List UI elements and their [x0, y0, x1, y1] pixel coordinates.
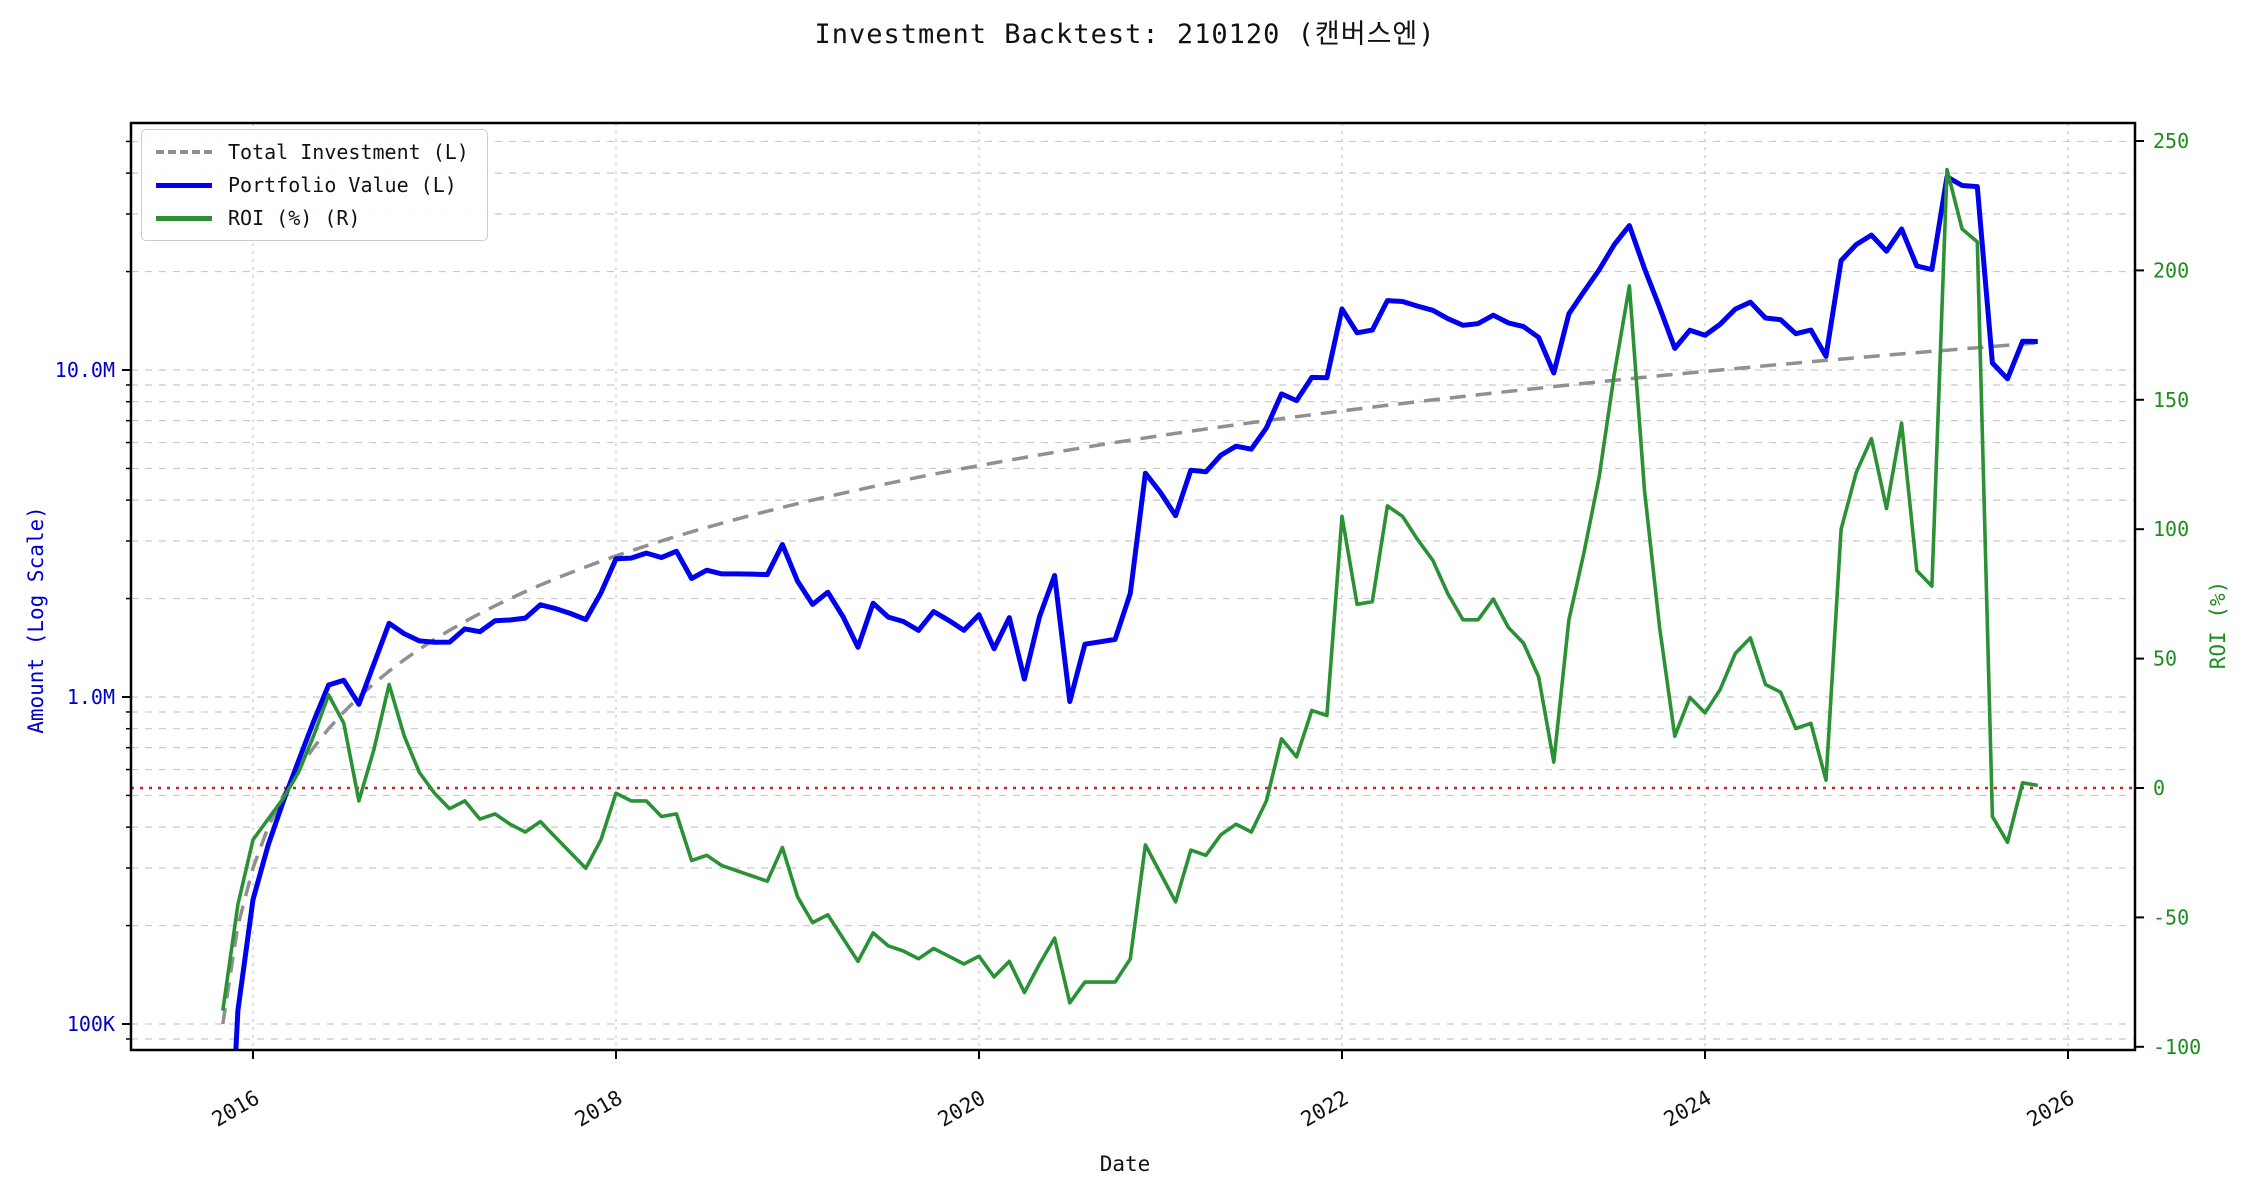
- right-tick-label: -50: [2153, 905, 2189, 929]
- total-investment-line: [221, 341, 2038, 1025]
- chart-title: Investment Backtest: 210120 (캔버스엔): [814, 19, 1436, 50]
- tick-labels: 100K 1.0M 10.0M -100 -50 0 50 100 150 200 250 2016 2…: [55, 129, 2201, 1132]
- left-tick-label: 100K: [67, 1012, 115, 1036]
- legend-label: Total Investment (L): [228, 140, 469, 164]
- legend-item-2: ROI (%) (R): [156, 206, 469, 230]
- x-axis-title: Date: [1099, 1152, 1151, 1176]
- right-tick-label: 200: [2153, 258, 2189, 282]
- axis-ticks: [122, 140, 2144, 1059]
- plot-border: [129, 121, 2137, 1052]
- grid-lines: [131, 123, 2135, 1050]
- x-tick-label: 2016: [208, 1086, 264, 1132]
- legend-line-sample: [156, 182, 212, 188]
- roi-line: [221, 167, 2039, 1011]
- x-tick-label: 2022: [1297, 1086, 1353, 1132]
- legend: Total Investment (L) Portfolio Value (L) R…: [141, 129, 488, 241]
- legend-line-sample: [156, 215, 212, 221]
- right-tick-label: 50: [2153, 647, 2177, 671]
- legend-item-1: Portfolio Value (L): [156, 173, 469, 197]
- legend-label: ROI (%) (R): [228, 206, 361, 230]
- right-tick-label: -100: [2153, 1035, 2201, 1059]
- portfolio-value-line: [233, 174, 2038, 1050]
- right-tick-label: 250: [2153, 129, 2189, 153]
- left-tick-label: 10.0M: [55, 358, 115, 382]
- left-axis-title: Amount (Log Scale): [24, 506, 48, 734]
- x-tick-label: 2024: [1660, 1086, 1716, 1132]
- legend-line-sample: [156, 150, 212, 154]
- right-tick-label: 100: [2153, 517, 2189, 541]
- x-tick-label: 2026: [2023, 1086, 2079, 1132]
- right-tick-label: 0: [2153, 776, 2165, 800]
- right-tick-label: 150: [2153, 388, 2189, 412]
- left-tick-label: 1.0M: [67, 685, 115, 709]
- x-tick-label: 2018: [571, 1086, 627, 1132]
- legend-item-0: Total Investment (L): [156, 140, 469, 164]
- right-axis-title: ROI (%): [2206, 580, 2230, 670]
- x-tick-label: 2020: [934, 1086, 990, 1132]
- legend-label: Portfolio Value (L): [228, 173, 457, 197]
